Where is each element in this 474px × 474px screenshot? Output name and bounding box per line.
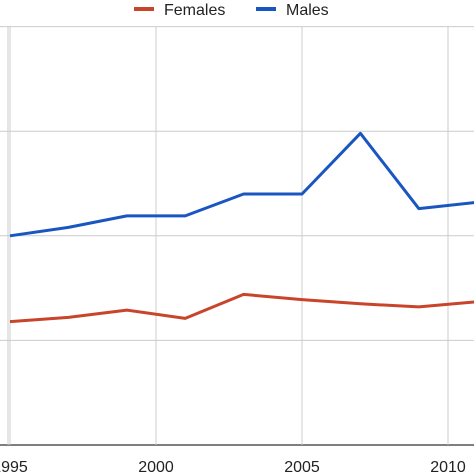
series-line-females[interactable] <box>9 292 474 324</box>
x-tick-label: 1995 <box>0 459 28 474</box>
gridlines <box>0 26 474 446</box>
legend: Females Males <box>134 2 329 19</box>
x-axis-tick-labels: 1995 2000 2005 2010 <box>0 459 466 474</box>
legend-item-females[interactable]: Females <box>134 2 225 19</box>
series-lines <box>9 131 474 324</box>
x-tick-label: 2000 <box>138 459 174 474</box>
legend-label-females: Females <box>164 2 225 19</box>
series-line-males[interactable] <box>9 131 474 238</box>
legend-label-males: Males <box>286 2 329 19</box>
x-tick-label: 2010 <box>430 459 466 474</box>
x-tick-label: 2005 <box>284 459 320 474</box>
legend-item-males[interactable]: Males <box>256 2 329 19</box>
